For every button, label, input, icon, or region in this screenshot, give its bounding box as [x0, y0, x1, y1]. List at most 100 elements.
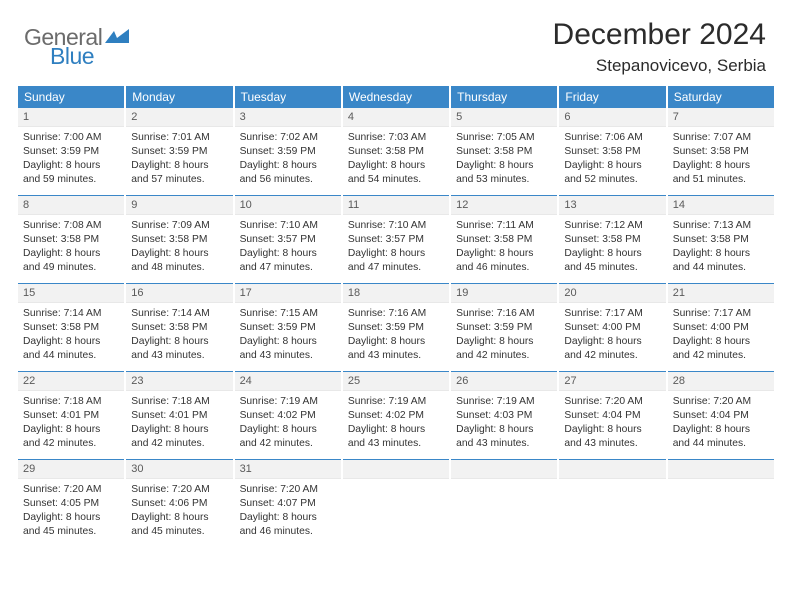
sunrise-line: Sunrise: 7:09 AM: [131, 219, 227, 233]
day-body: Sunrise: 7:14 AMSunset: 3:58 PMDaylight:…: [126, 303, 232, 369]
day-number: 21: [668, 284, 774, 303]
daylight-line: Daylight: 8 hours and 56 minutes.: [240, 159, 336, 187]
header: General Blue December 2024 Stepanovicevo…: [18, 18, 774, 76]
day-cell: 24Sunrise: 7:19 AMSunset: 4:02 PMDayligh…: [235, 372, 341, 460]
sunset-line: Sunset: 4:03 PM: [456, 409, 552, 423]
sunset-line: Sunset: 3:59 PM: [240, 145, 336, 159]
sunrise-line: Sunrise: 7:00 AM: [23, 131, 119, 145]
day-body: Sunrise: 7:08 AMSunset: 3:58 PMDaylight:…: [18, 215, 124, 281]
day-body: Sunrise: 7:17 AMSunset: 4:00 PMDaylight:…: [559, 303, 665, 369]
sunset-line: Sunset: 3:58 PM: [131, 233, 227, 247]
sunset-line: Sunset: 3:57 PM: [348, 233, 444, 247]
daylight-line: Daylight: 8 hours and 43 minutes.: [564, 423, 660, 451]
day-cell: [559, 460, 665, 548]
dow-header: Friday: [559, 86, 665, 108]
day-body: Sunrise: 7:06 AMSunset: 3:58 PMDaylight:…: [559, 127, 665, 193]
title-block: December 2024 Stepanovicevo, Serbia: [553, 18, 766, 76]
sunset-line: Sunset: 3:58 PM: [673, 233, 769, 247]
location: Stepanovicevo, Serbia: [553, 56, 766, 76]
day-body: Sunrise: 7:09 AMSunset: 3:58 PMDaylight:…: [126, 215, 232, 281]
day-body: Sunrise: 7:07 AMSunset: 3:58 PMDaylight:…: [668, 127, 774, 193]
sunset-line: Sunset: 4:00 PM: [564, 321, 660, 335]
day-cell: 12Sunrise: 7:11 AMSunset: 3:58 PMDayligh…: [451, 196, 557, 284]
daylight-line: Daylight: 8 hours and 45 minutes.: [131, 511, 227, 539]
day-cell: 19Sunrise: 7:16 AMSunset: 3:59 PMDayligh…: [451, 284, 557, 372]
daylight-line: Daylight: 8 hours and 43 minutes.: [131, 335, 227, 363]
day-number: [343, 460, 449, 479]
day-cell: 20Sunrise: 7:17 AMSunset: 4:00 PMDayligh…: [559, 284, 665, 372]
day-cell: 29Sunrise: 7:20 AMSunset: 4:05 PMDayligh…: [18, 460, 124, 548]
sunrise-line: Sunrise: 7:14 AM: [131, 307, 227, 321]
day-body: Sunrise: 7:13 AMSunset: 3:58 PMDaylight:…: [668, 215, 774, 281]
sunrise-line: Sunrise: 7:15 AM: [240, 307, 336, 321]
day-number: 1: [18, 108, 124, 127]
day-number: 28: [668, 372, 774, 391]
sunrise-line: Sunrise: 7:11 AM: [456, 219, 552, 233]
sunrise-line: Sunrise: 7:17 AM: [673, 307, 769, 321]
day-number: 25: [343, 372, 449, 391]
sunrise-line: Sunrise: 7:01 AM: [131, 131, 227, 145]
day-cell: 22Sunrise: 7:18 AMSunset: 4:01 PMDayligh…: [18, 372, 124, 460]
sunrise-line: Sunrise: 7:20 AM: [240, 483, 336, 497]
day-number: 16: [126, 284, 232, 303]
dow-header: Thursday: [451, 86, 557, 108]
sunrise-line: Sunrise: 7:18 AM: [23, 395, 119, 409]
day-body: Sunrise: 7:20 AMSunset: 4:06 PMDaylight:…: [126, 479, 232, 545]
day-body: Sunrise: 7:17 AMSunset: 4:00 PMDaylight:…: [668, 303, 774, 369]
sunrise-line: Sunrise: 7:06 AM: [564, 131, 660, 145]
logo: General Blue: [24, 24, 130, 70]
day-body: Sunrise: 7:00 AMSunset: 3:59 PMDaylight:…: [18, 127, 124, 193]
daylight-line: Daylight: 8 hours and 42 minutes.: [456, 335, 552, 363]
daylight-line: Daylight: 8 hours and 42 minutes.: [673, 335, 769, 363]
day-number: 26: [451, 372, 557, 391]
day-number: 11: [343, 196, 449, 215]
sunrise-line: Sunrise: 7:02 AM: [240, 131, 336, 145]
sunset-line: Sunset: 3:58 PM: [564, 233, 660, 247]
day-cell: 23Sunrise: 7:18 AMSunset: 4:01 PMDayligh…: [126, 372, 232, 460]
day-cell: 13Sunrise: 7:12 AMSunset: 3:58 PMDayligh…: [559, 196, 665, 284]
day-number: [451, 460, 557, 479]
month-title: December 2024: [553, 18, 766, 52]
sunset-line: Sunset: 3:58 PM: [456, 145, 552, 159]
sunrise-line: Sunrise: 7:07 AM: [673, 131, 769, 145]
daylight-line: Daylight: 8 hours and 43 minutes.: [240, 335, 336, 363]
day-body: Sunrise: 7:14 AMSunset: 3:58 PMDaylight:…: [18, 303, 124, 369]
sunrise-line: Sunrise: 7:20 AM: [23, 483, 119, 497]
day-cell: 4Sunrise: 7:03 AMSunset: 3:58 PMDaylight…: [343, 108, 449, 196]
daylight-line: Daylight: 8 hours and 46 minutes.: [456, 247, 552, 275]
day-cell: 2Sunrise: 7:01 AMSunset: 3:59 PMDaylight…: [126, 108, 232, 196]
dow-header: Sunday: [18, 86, 124, 108]
day-number: [668, 460, 774, 479]
daylight-line: Daylight: 8 hours and 48 minutes.: [131, 247, 227, 275]
day-cell: 6Sunrise: 7:06 AMSunset: 3:58 PMDaylight…: [559, 108, 665, 196]
day-cell: 1Sunrise: 7:00 AMSunset: 3:59 PMDaylight…: [18, 108, 124, 196]
sunrise-line: Sunrise: 7:17 AM: [564, 307, 660, 321]
day-number: 5: [451, 108, 557, 127]
sunset-line: Sunset: 3:59 PM: [23, 145, 119, 159]
day-body: Sunrise: 7:01 AMSunset: 3:59 PMDaylight:…: [126, 127, 232, 193]
day-number: 24: [235, 372, 341, 391]
daylight-line: Daylight: 8 hours and 43 minutes.: [456, 423, 552, 451]
daylight-line: Daylight: 8 hours and 44 minutes.: [23, 335, 119, 363]
day-number: 10: [235, 196, 341, 215]
sunset-line: Sunset: 4:05 PM: [23, 497, 119, 511]
day-body: Sunrise: 7:20 AMSunset: 4:04 PMDaylight:…: [668, 391, 774, 457]
day-number: 22: [18, 372, 124, 391]
daylight-line: Daylight: 8 hours and 59 minutes.: [23, 159, 119, 187]
daylight-line: Daylight: 8 hours and 53 minutes.: [456, 159, 552, 187]
day-body: Sunrise: 7:16 AMSunset: 3:59 PMDaylight:…: [343, 303, 449, 369]
sunrise-line: Sunrise: 7:16 AM: [456, 307, 552, 321]
day-body: Sunrise: 7:15 AMSunset: 3:59 PMDaylight:…: [235, 303, 341, 369]
sunrise-line: Sunrise: 7:08 AM: [23, 219, 119, 233]
day-body: Sunrise: 7:05 AMSunset: 3:58 PMDaylight:…: [451, 127, 557, 193]
day-cell: 8Sunrise: 7:08 AMSunset: 3:58 PMDaylight…: [18, 196, 124, 284]
daylight-line: Daylight: 8 hours and 47 minutes.: [240, 247, 336, 275]
daylight-line: Daylight: 8 hours and 52 minutes.: [564, 159, 660, 187]
day-cell: 17Sunrise: 7:15 AMSunset: 3:59 PMDayligh…: [235, 284, 341, 372]
day-body: Sunrise: 7:18 AMSunset: 4:01 PMDaylight:…: [126, 391, 232, 457]
daylight-line: Daylight: 8 hours and 46 minutes.: [240, 511, 336, 539]
day-body: Sunrise: 7:02 AMSunset: 3:59 PMDaylight:…: [235, 127, 341, 193]
sunrise-line: Sunrise: 7:20 AM: [564, 395, 660, 409]
day-number: 3: [235, 108, 341, 127]
sunset-line: Sunset: 3:59 PM: [131, 145, 227, 159]
